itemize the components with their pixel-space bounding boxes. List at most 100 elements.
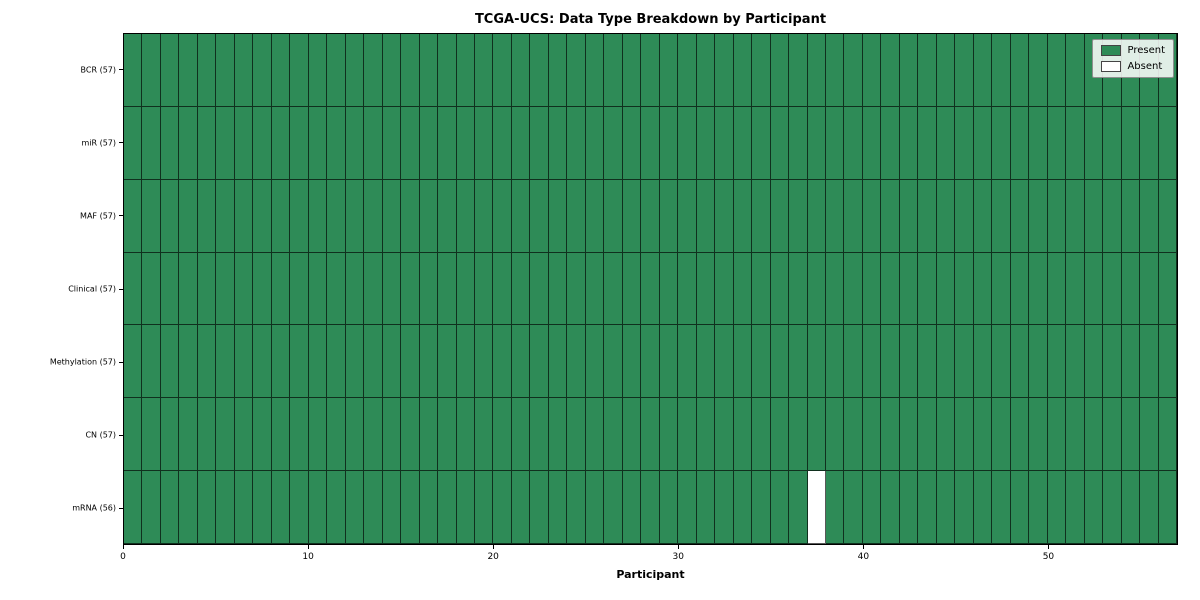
heatmap-cell	[142, 398, 161, 472]
heatmap-cell	[197, 398, 217, 472]
heatmap-cell	[475, 34, 494, 107]
heatmap-cell	[382, 471, 402, 544]
heatmap-cell	[696, 34, 716, 107]
heatmap-cell	[641, 34, 660, 107]
heatmap-cell	[973, 325, 993, 399]
heatmap-cell	[290, 471, 309, 544]
heatmap-cell	[234, 34, 254, 107]
heatmap-cell	[548, 325, 568, 399]
heatmap-cell	[955, 398, 974, 472]
heatmap-cell	[179, 179, 198, 253]
heatmap-cell	[826, 179, 845, 253]
heatmap-cell	[530, 252, 549, 326]
heatmap-cell	[493, 398, 512, 472]
heatmap-cell	[862, 34, 882, 107]
heatmap-cell	[733, 34, 753, 107]
heatmap-cell	[475, 471, 494, 544]
heatmap-cell	[826, 106, 845, 180]
heatmap-cell	[1047, 179, 1067, 253]
heatmap-cell	[585, 34, 605, 107]
heatmap-cell	[253, 252, 272, 326]
heatmap-cell	[973, 106, 993, 180]
heatmap-cell	[585, 471, 605, 544]
heatmap-cell	[327, 179, 346, 253]
heatmap-cell	[511, 325, 531, 399]
heatmap-cell	[696, 179, 716, 253]
heatmap-cell	[401, 106, 420, 180]
heatmap-cell	[936, 179, 956, 253]
heatmap-cell	[419, 325, 439, 399]
heatmap-cell	[752, 471, 771, 544]
heatmap-cell	[179, 34, 198, 107]
heatmap-cell	[438, 106, 457, 180]
heatmap-cell	[160, 325, 180, 399]
heatmap-cell	[197, 252, 217, 326]
x-tick-mark	[863, 545, 865, 549]
heatmap-cell	[918, 325, 937, 399]
heatmap-cell	[530, 106, 549, 180]
y-tick-mark	[119, 434, 123, 436]
heatmap-cell	[548, 471, 568, 544]
heatmap-cell	[770, 106, 790, 180]
x-tick-label: 40	[857, 552, 870, 562]
heatmap-cell	[234, 325, 254, 399]
heatmap-cell	[197, 325, 217, 399]
heatmap-cell	[1103, 106, 1122, 180]
heatmap-cell	[456, 398, 475, 472]
heatmap-cell	[1066, 34, 1085, 107]
heatmap-cell	[548, 179, 568, 253]
heatmap-cell	[253, 106, 272, 180]
heatmap-cell	[364, 179, 383, 253]
heatmap-cell	[271, 179, 291, 253]
heatmap-cell	[1121, 398, 1141, 472]
heatmap-cell	[1140, 471, 1159, 544]
heatmap-cell	[271, 34, 291, 107]
heatmap-cell	[899, 325, 919, 399]
heatmap-cell	[862, 106, 882, 180]
heatmap-cell	[641, 252, 660, 326]
heatmap-cell	[918, 398, 937, 472]
heatmap-cell	[770, 34, 790, 107]
heatmap-cell	[604, 252, 623, 326]
heatmap-cell	[585, 325, 605, 399]
heatmap-cell	[1029, 325, 1048, 399]
heatmap-cell	[1121, 252, 1141, 326]
heatmap-cell	[271, 252, 291, 326]
heatmap-cell	[678, 252, 697, 326]
heatmap-cell	[1010, 252, 1030, 326]
heatmap-cell	[142, 34, 161, 107]
heatmap-cell	[327, 34, 346, 107]
heatmap-cell	[585, 398, 605, 472]
heatmap-cell	[918, 179, 937, 253]
heatmap-cell	[216, 34, 235, 107]
heatmap-cell	[715, 398, 734, 472]
heatmap-cell	[290, 179, 309, 253]
heatmap-cell	[844, 398, 863, 472]
heatmap-cell	[308, 471, 328, 544]
heatmap-cell	[955, 325, 974, 399]
heatmap-cell	[327, 106, 346, 180]
heatmap-cell	[1140, 325, 1159, 399]
heatmap-cell	[1103, 398, 1122, 472]
heatmap-cell	[530, 325, 549, 399]
heatmap-cell	[253, 179, 272, 253]
heatmap-cell	[253, 34, 272, 107]
heatmap-cell	[659, 34, 679, 107]
heatmap-cell	[862, 325, 882, 399]
heatmap-cell	[308, 325, 328, 399]
heatmap-cell	[807, 34, 826, 107]
heatmap-cell	[936, 398, 956, 472]
heatmap-cell	[511, 471, 531, 544]
heatmap-cell	[160, 252, 180, 326]
heatmap-cell	[567, 106, 586, 180]
heatmap-cell	[844, 325, 863, 399]
heatmap-cell	[419, 179, 439, 253]
heatmap-cell	[253, 471, 272, 544]
heatmap-cell	[604, 471, 623, 544]
heatmap-cell	[955, 106, 974, 180]
heatmap-cell	[641, 325, 660, 399]
heatmap-cell	[160, 398, 180, 472]
heatmap-cell	[696, 325, 716, 399]
heatmap-cell	[992, 252, 1011, 326]
heatmap-cell	[197, 106, 217, 180]
